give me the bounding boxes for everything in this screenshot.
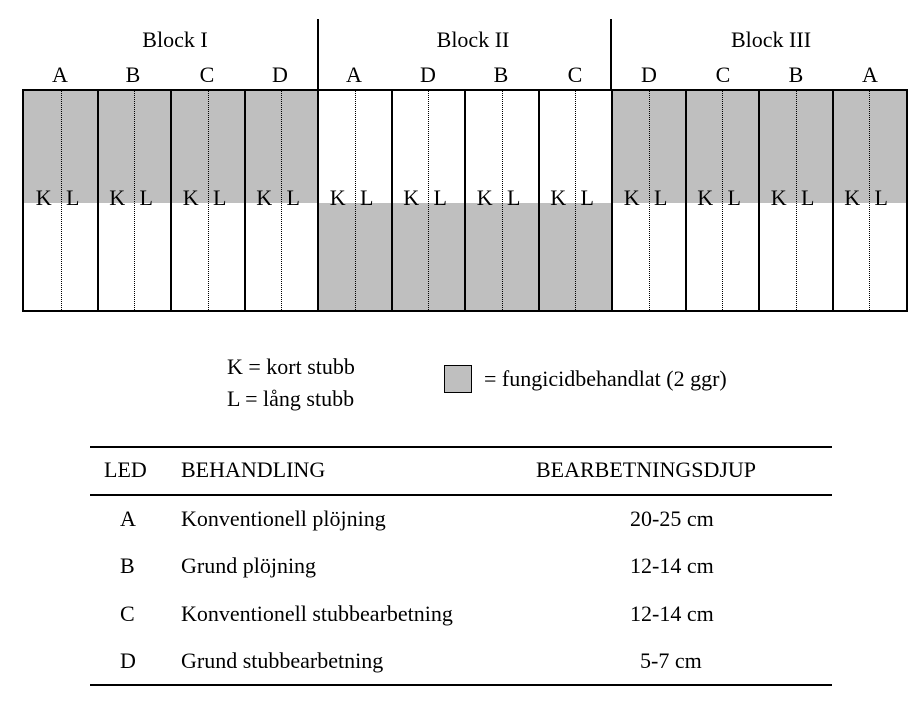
legend-fungicide-swatch [444,365,472,393]
subplot-divider [281,91,283,310]
subplot-label-k: K [256,185,273,210]
table-cell-behandling: Grund stubbearbetning [181,648,384,673]
table-cell-led: D [120,648,136,673]
block-border [611,91,613,310]
block-title-2: Block II [436,27,510,52]
subplot-label-k: K [770,185,787,210]
subplot-label-k: K [403,185,420,210]
subplot-label-l: L [580,185,594,210]
plot-letter: D [272,62,288,87]
table-cell-djup: 12-14 cm [630,553,714,578]
table-cell-behandling: Konventionell plöjning [181,506,386,531]
plot-letter: A [346,62,362,87]
legend-fungicide-definition: = fungicidbehandlat (2 ggr) [484,366,727,391]
subplot-label-k: K [109,185,126,210]
legend-k-definition: K = kort stubb [227,354,355,379]
subplot-label-k: K [35,185,52,210]
plot-border [684,91,687,310]
subplot-label-l: L [654,185,668,210]
subplot-label-k: K [844,185,861,210]
subplot-label-k: K [623,185,640,210]
plot-letter: D [641,62,657,87]
table-bottom-rule [90,684,832,686]
subplot-label-l: L [286,185,300,210]
subplot-label-l: L [433,185,447,210]
subplot-divider [869,91,871,310]
plot-letter: A [862,62,878,87]
subplot-label-l: L [66,185,80,210]
table-cell-led: B [120,553,135,578]
subplot-label-l: L [139,185,153,210]
subplot-divider [795,91,797,310]
plot-letter: C [715,62,731,87]
table-cell-behandling: Grund plöjning [181,553,317,578]
subplot-divider [575,91,577,310]
subplot-label-k: K [329,185,346,210]
subplot-divider [134,91,136,310]
plot-letter: C [567,62,583,87]
plot-letter: A [52,62,68,87]
block-title-3: Block III [730,27,812,52]
table-header-rule [90,494,832,496]
legend-l-definition: L = lång stubb [227,386,355,411]
subplot-label-k: K [697,185,714,210]
subplot-divider [648,91,650,310]
subplot-divider [722,91,724,310]
subplot-divider [428,91,430,310]
subplot-label-l: L [727,185,741,210]
plot-border [464,91,466,310]
table-header-behandling: BEHANDLING [181,457,326,482]
table-cell-djup: 12-14 cm [630,601,714,626]
plot-border [390,91,393,310]
subplot-label-l: L [360,185,374,210]
subplot-divider [207,91,209,310]
subplot-label-l: L [874,185,888,210]
plot-border [243,91,246,310]
plot-letter: B [125,62,141,87]
table-header-led: LED [104,457,147,482]
table-cell-led: C [120,601,135,626]
table-cell-djup: 5-7 cm [640,648,702,673]
subplot-divider [501,91,503,310]
table-cell-djup: 20-25 cm [630,506,714,531]
block-separator-2-3 [610,19,612,91]
plot-border [170,91,172,310]
table-cell-behandling: Konventionell stubbearbetning [181,601,453,626]
subplot-label-k: K [182,185,199,210]
plot-border [831,91,834,310]
block-separator-1-2 [317,19,319,91]
plot-letter: B [788,62,804,87]
subplot-label-k: K [476,185,493,210]
block-border [317,91,319,310]
plot-letter: B [493,62,509,87]
plot-letter: D [420,62,436,87]
subplot-label-l: L [801,185,815,210]
subplot-divider [60,91,62,310]
plot-letter: C [199,62,215,87]
table-header-djup: BEARBETNINGSDJUP [536,457,757,482]
plot-border [96,91,99,310]
subplot-label-l: L [507,185,521,210]
subplot-label-l: L [213,185,227,210]
plot-border [758,91,760,310]
plot-border [537,91,540,310]
subplot-divider [354,91,356,310]
subplot-label-k: K [550,185,567,210]
table-top-rule [90,446,832,448]
table-cell-led: A [120,506,136,531]
block-title-1: Block I [142,27,208,52]
